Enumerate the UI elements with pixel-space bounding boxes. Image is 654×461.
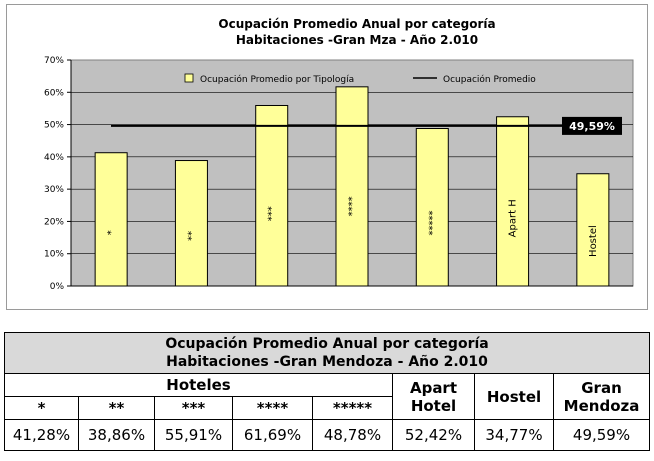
bar-chart: Ocupación Promedio Anual por categoría H… — [44, 17, 634, 292]
value-cell: 55,91% — [154, 419, 233, 451]
summary-table-container: Ocupación Promedio Anual por categoría H… — [3, 332, 651, 451]
category-header: **** — [232, 396, 313, 420]
table-title-line-1: Ocupación Promedio Anual por categoría — [165, 336, 489, 352]
category-header: *** — [154, 396, 233, 420]
hostel-header: Hostel — [474, 373, 554, 420]
average-label-background — [562, 116, 622, 135]
apart-hotel-header-line-1: Apart — [409, 378, 458, 397]
table-values-row: 41,28% 38,86% 55,91% 61,69% 48,78% 52,42… — [4, 419, 651, 451]
y-tick-label: 20% — [44, 217, 64, 227]
category-header: ** — [78, 396, 155, 420]
y-tick-label: 60% — [44, 88, 64, 98]
bar — [415, 128, 449, 287]
gran-mendoza-header: Gran Mendoza — [552, 373, 651, 420]
bar — [496, 116, 530, 287]
value-cell: 49,59% — [552, 419, 651, 451]
bar — [94, 152, 128, 287]
category-header: * — [4, 396, 79, 420]
category-header: ***** — [312, 396, 393, 420]
hoteles-header: Hoteles — [4, 373, 393, 397]
value-cell: 34,77% — [474, 419, 554, 451]
y-tick-label: 30% — [44, 185, 64, 195]
table-category-row: * ** *** **** ***** — [4, 396, 650, 420]
gran-mendoza-header-line-2: Mendoza — [563, 396, 640, 415]
bar-category-label: ** — [186, 231, 197, 241]
legend-line-label: Ocupación Promedio — [443, 74, 536, 85]
legend-bar-label: Ocupación Promedio por Tipología — [200, 74, 354, 85]
chart-frame: Ocupación Promedio Anual por categoría H… — [6, 4, 648, 310]
bar-category-label: *** — [267, 206, 278, 221]
chart-title-line-1: Ocupación Promedio Anual por categoría — [218, 17, 495, 31]
summary-table: Ocupación Promedio Anual por categoría H… — [3, 332, 651, 451]
bar-category-label: **** — [347, 196, 358, 216]
y-tick-label: 0% — [50, 282, 65, 292]
table-title-line-2: Habitaciones -Gran Mendoza - Año 2.010 — [166, 354, 488, 370]
legend-bar-swatch — [184, 73, 194, 83]
bar-category-label: Hostel — [588, 225, 599, 257]
bar — [335, 86, 369, 287]
bar — [255, 104, 289, 287]
plot-area: 0%10%20%30%40%50%60%70%* ***** ********* Ap… — [44, 56, 634, 292]
table-title-row: Ocupación Promedio Anual por categoría H… — [3, 332, 651, 374]
value-cell: 61,69% — [232, 419, 313, 451]
bar — [174, 160, 208, 287]
bar-category-label: * — [106, 230, 117, 235]
y-tick-label: 70% — [44, 56, 64, 66]
chart-title-line-2: Habitaciones -Gran Mza - Año 2.010 — [236, 33, 478, 47]
value-cell: 52,42% — [392, 419, 475, 451]
gran-mendoza-header-line-1: Gran — [581, 378, 622, 397]
bar — [576, 173, 610, 287]
y-tick-label: 50% — [44, 121, 64, 131]
bar-category-label: ***** — [427, 211, 438, 236]
apart-hotel-header: Apart Hotel — [392, 373, 475, 420]
value-cell: 38,86% — [78, 419, 155, 451]
table-group-row: Hoteles Apart Hotel Hostel Gran Mendoza — [4, 373, 651, 420]
apart-hotel-header-line-2: Hotel — [410, 396, 457, 415]
average-label: 49,59% — [569, 120, 615, 133]
bar-category-label: Apart H — [508, 199, 519, 237]
y-tick-label: 10% — [44, 250, 64, 260]
value-cell: 48,78% — [312, 419, 393, 451]
value-cell: 41,28% — [4, 419, 79, 451]
y-tick-label: 40% — [44, 153, 64, 163]
table-title: Ocupación Promedio Anual por categoría H… — [3, 332, 651, 374]
